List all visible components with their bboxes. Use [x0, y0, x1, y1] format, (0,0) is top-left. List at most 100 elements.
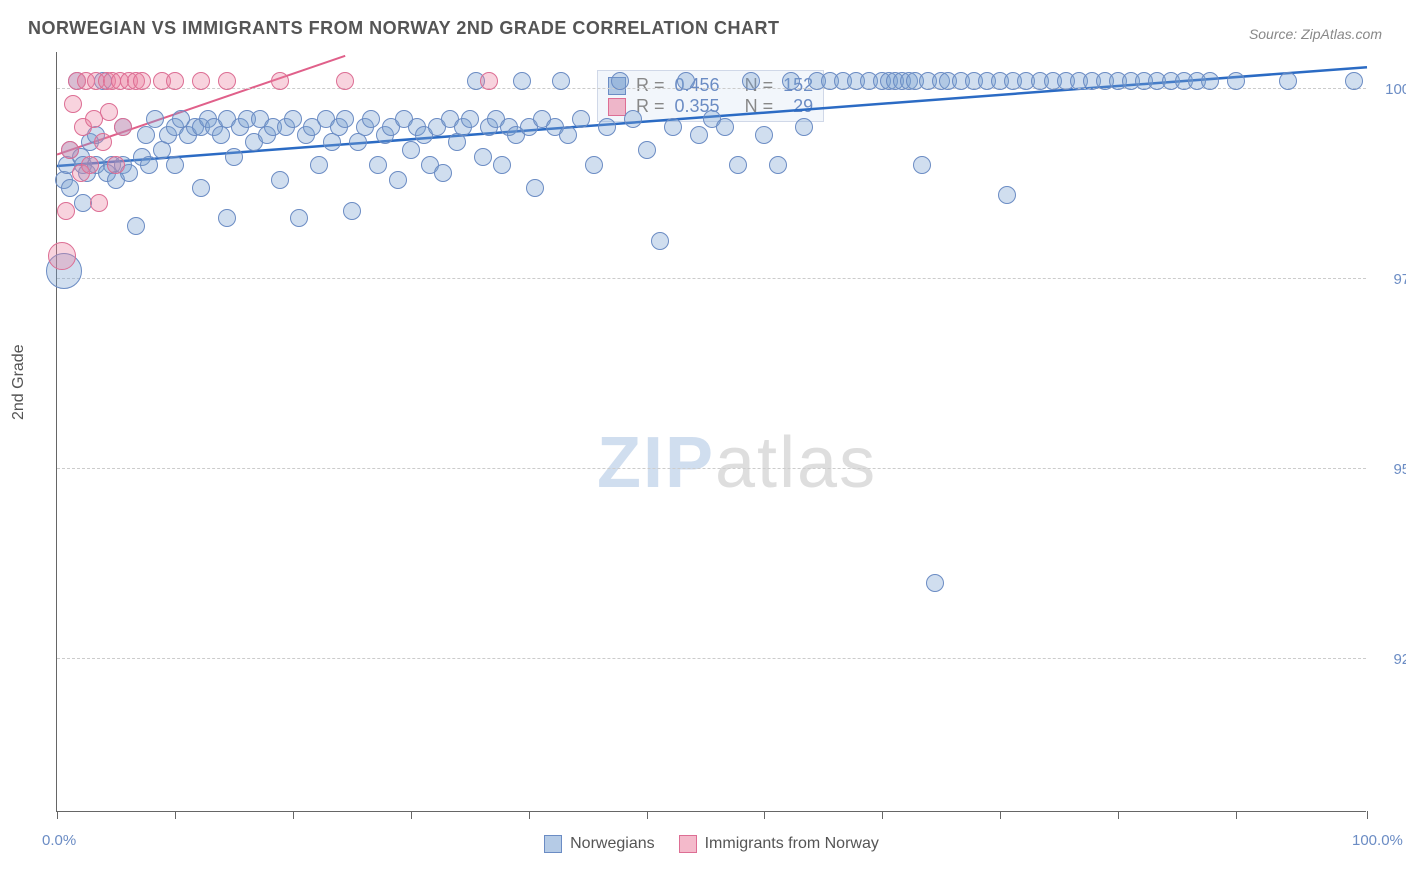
legend-label: Norwegians	[570, 835, 654, 853]
y-tick-label: 97.5%	[1376, 271, 1406, 288]
x-tick	[1118, 811, 1119, 819]
point-immigrants	[81, 156, 99, 174]
x-tick	[647, 811, 648, 819]
x-tick	[1236, 811, 1237, 819]
point-norwegians	[742, 72, 760, 90]
y-tick-label: 92.5%	[1376, 651, 1406, 668]
point-immigrants	[57, 202, 75, 220]
point-immigrants	[100, 103, 118, 121]
point-norwegians	[651, 232, 669, 250]
point-norwegians	[638, 141, 656, 159]
point-norwegians	[716, 118, 734, 136]
point-immigrants	[271, 72, 289, 90]
point-norwegians	[729, 156, 747, 174]
point-immigrants	[336, 72, 354, 90]
point-immigrants	[480, 72, 498, 90]
point-norwegians	[271, 171, 289, 189]
point-norwegians	[1227, 72, 1245, 90]
point-norwegians	[664, 118, 682, 136]
legend-item-immigrants: Immigrants from Norway	[679, 835, 879, 853]
legend-label: Immigrants from Norway	[705, 835, 879, 853]
point-norwegians	[493, 156, 511, 174]
point-norwegians	[677, 72, 695, 90]
legend: Norwegians Immigrants from Norway	[57, 835, 1366, 853]
point-norwegians	[755, 126, 773, 144]
point-norwegians	[369, 156, 387, 174]
point-norwegians	[913, 156, 931, 174]
y-axis-label: 2nd Grade	[10, 344, 28, 420]
point-norwegians	[782, 72, 800, 90]
point-norwegians	[336, 110, 354, 128]
x-tick-label: 100.0%	[1352, 832, 1403, 849]
legend-swatch-immigrants	[679, 835, 697, 853]
point-norwegians	[998, 186, 1016, 204]
point-norwegians	[1279, 72, 1297, 90]
point-immigrants	[90, 194, 108, 212]
point-norwegians	[389, 171, 407, 189]
chart-title: NORWEGIAN VS IMMIGRANTS FROM NORWAY 2ND …	[28, 18, 780, 39]
point-norwegians	[585, 156, 603, 174]
point-norwegians	[127, 217, 145, 235]
point-norwegians	[1345, 72, 1363, 90]
point-norwegians	[611, 72, 629, 90]
x-tick	[764, 811, 765, 819]
point-norwegians	[1201, 72, 1219, 90]
point-immigrants	[64, 95, 82, 113]
point-norwegians	[926, 574, 944, 592]
y-tick-label: 100.0%	[1376, 81, 1406, 98]
x-tick	[57, 811, 58, 819]
point-norwegians	[225, 148, 243, 166]
gridline	[57, 468, 1366, 469]
point-norwegians	[192, 179, 210, 197]
point-norwegians	[690, 126, 708, 144]
point-norwegians	[474, 148, 492, 166]
point-immigrants	[61, 141, 79, 159]
point-norwegians	[559, 126, 577, 144]
point-immigrants	[48, 242, 76, 270]
plot-area: ZIPatlas R = 0.456 N = 152 R = 0.355 N =…	[56, 52, 1366, 812]
point-norwegians	[218, 209, 236, 227]
point-immigrants	[192, 72, 210, 90]
legend-item-norwegians: Norwegians	[544, 835, 654, 853]
point-immigrants	[94, 133, 112, 151]
point-norwegians	[137, 126, 155, 144]
x-tick	[1000, 811, 1001, 819]
x-tick	[882, 811, 883, 819]
point-norwegians	[140, 156, 158, 174]
point-norwegians	[598, 118, 616, 136]
point-immigrants	[114, 118, 132, 136]
trend-lines	[57, 52, 1367, 812]
point-norwegians	[769, 156, 787, 174]
point-immigrants	[133, 72, 151, 90]
x-tick	[293, 811, 294, 819]
point-norwegians	[624, 110, 642, 128]
point-norwegians	[434, 164, 452, 182]
point-norwegians	[362, 110, 380, 128]
point-norwegians	[310, 156, 328, 174]
x-tick	[411, 811, 412, 819]
x-tick-label: 0.0%	[42, 832, 76, 849]
legend-swatch-norwegians	[544, 835, 562, 853]
source-label: Source: ZipAtlas.com	[1249, 26, 1382, 42]
point-norwegians	[795, 118, 813, 136]
point-norwegians	[526, 179, 544, 197]
x-tick	[1367, 811, 1368, 819]
point-norwegians	[461, 110, 479, 128]
point-norwegians	[284, 110, 302, 128]
point-norwegians	[513, 72, 531, 90]
gridline	[57, 278, 1366, 279]
point-norwegians	[61, 179, 79, 197]
point-norwegians	[166, 156, 184, 174]
point-norwegians	[402, 141, 420, 159]
point-immigrants	[218, 72, 236, 90]
point-immigrants	[166, 72, 184, 90]
y-tick-label: 95.0%	[1376, 461, 1406, 478]
point-norwegians	[343, 202, 361, 220]
gridline	[57, 658, 1366, 659]
point-norwegians	[552, 72, 570, 90]
point-norwegians	[572, 110, 590, 128]
point-norwegians	[146, 110, 164, 128]
point-immigrants	[107, 156, 125, 174]
point-norwegians	[290, 209, 308, 227]
x-tick	[529, 811, 530, 819]
